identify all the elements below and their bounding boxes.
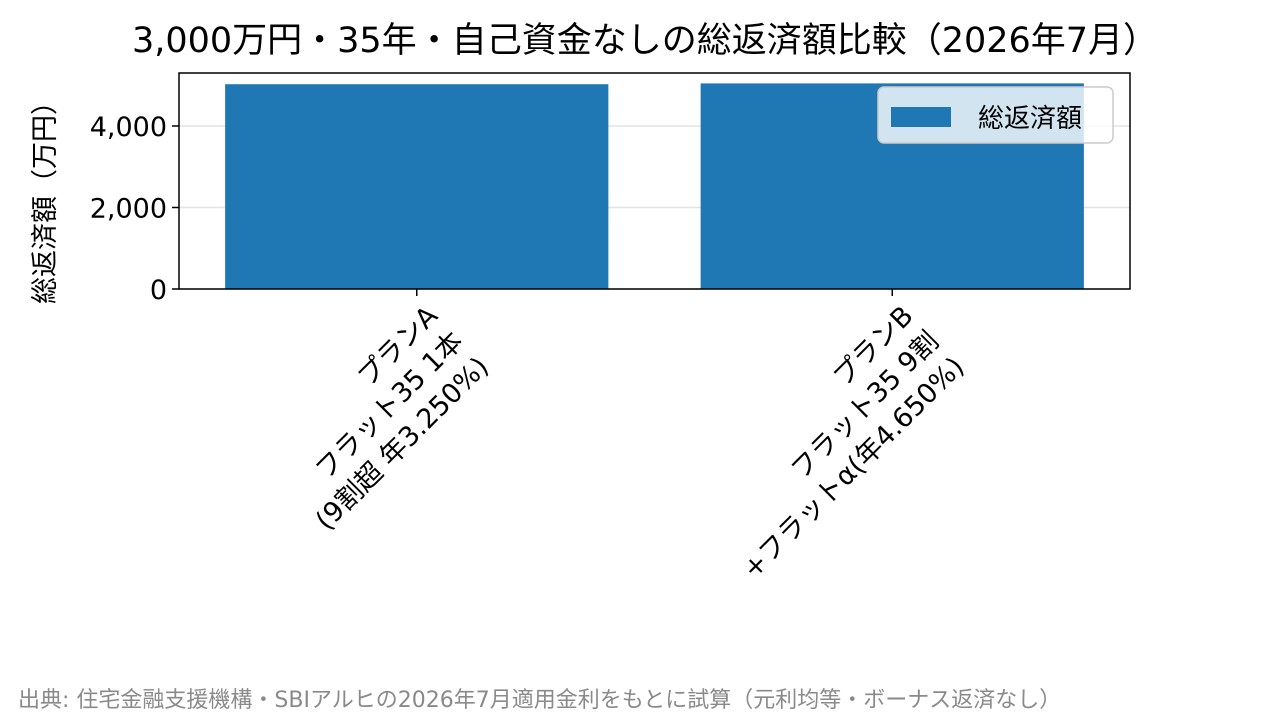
legend-label: 総返済額 [978, 104, 1082, 134]
y-axis-label: 総返済額（万円） [30, 88, 61, 304]
chart-title: 3,000万円・35年・自己資金なしの総返済額比較（2026年7月） [131, 21, 1159, 61]
y-tick-label: 2,000 [90, 193, 167, 224]
bar [225, 84, 609, 289]
legend-box [877, 86, 1114, 144]
source-note: 出典: 住宅金融支援機構・SBIアルヒの2026年7月適用金利をもとに試算（元利… [18, 688, 1062, 713]
y-tick-label: 4,000 [90, 112, 167, 143]
legend-swatch [891, 107, 951, 127]
legend: 総返済額 [877, 86, 1114, 144]
plot-frame [178, 72, 1131, 290]
y-tick-label: 0 [150, 275, 167, 306]
